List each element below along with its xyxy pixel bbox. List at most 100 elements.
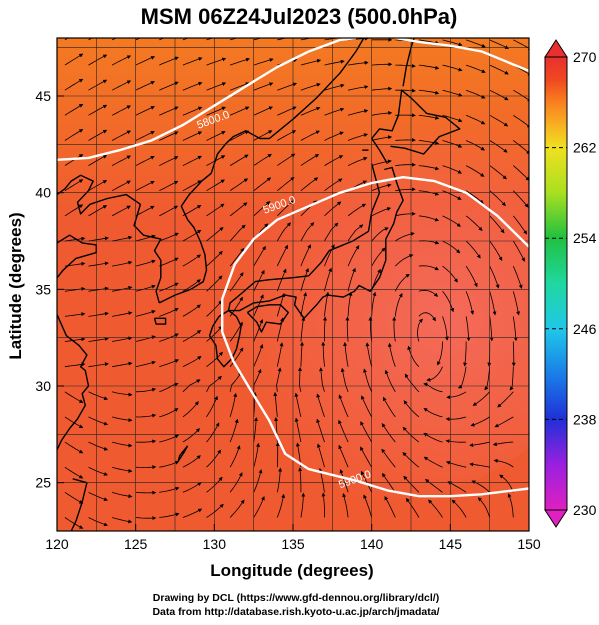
streamline <box>182 304 201 317</box>
streamline <box>300 292 307 317</box>
streamline <box>253 496 265 518</box>
streamline <box>513 165 529 181</box>
streamline <box>347 109 369 116</box>
streamline <box>489 89 509 101</box>
streamline <box>300 154 320 166</box>
streamline <box>324 107 345 116</box>
streamline <box>423 407 443 418</box>
streamline <box>253 153 272 166</box>
streamline <box>111 205 131 217</box>
streamline <box>407 345 420 367</box>
streamline <box>489 240 503 262</box>
streamline <box>382 472 396 493</box>
streamline <box>348 85 369 91</box>
streamline <box>512 291 521 316</box>
streamline <box>253 82 274 91</box>
streamline <box>465 89 486 99</box>
streamline <box>489 165 507 180</box>
streamline <box>229 418 239 443</box>
streamline <box>206 203 225 217</box>
streamline <box>338 419 349 443</box>
streamline <box>395 88 416 93</box>
streamline <box>88 517 108 527</box>
streamline <box>229 371 242 392</box>
colorbar-tick-label: 246 <box>573 321 597 337</box>
streamline <box>447 481 467 493</box>
y-tick-label: 40 <box>35 185 51 201</box>
streamline <box>182 379 201 393</box>
streamline <box>418 140 440 145</box>
streamline <box>253 442 261 468</box>
streamline <box>229 445 241 468</box>
contour-line <box>395 38 529 73</box>
streamline <box>135 360 156 368</box>
streamline <box>371 159 392 166</box>
streamline <box>489 114 509 127</box>
streamline <box>484 366 491 391</box>
streamline <box>135 106 155 116</box>
streamline <box>300 130 320 141</box>
streamline <box>442 39 463 47</box>
streamline <box>111 155 132 166</box>
streamline <box>465 291 475 315</box>
streamline <box>494 416 514 428</box>
streamline <box>135 56 156 66</box>
streamline <box>64 391 84 403</box>
streamline <box>451 499 467 518</box>
streamline <box>445 460 467 468</box>
streamline <box>135 439 157 444</box>
streamline <box>135 156 155 166</box>
streamline <box>418 114 440 120</box>
streamline <box>418 165 440 171</box>
streamline <box>492 441 514 447</box>
streamline <box>273 391 278 417</box>
streamline <box>316 418 325 443</box>
streamline <box>112 336 133 342</box>
streamline <box>229 178 249 192</box>
streamline <box>182 81 203 91</box>
streamline <box>135 335 156 342</box>
streamline <box>324 155 344 166</box>
streamline <box>88 79 108 91</box>
streamline <box>229 224 246 242</box>
streamline <box>159 512 180 518</box>
streamline <box>229 154 249 166</box>
coastline-segment <box>57 174 162 304</box>
streamline <box>347 291 353 317</box>
streamline <box>135 131 155 141</box>
streamline <box>253 469 263 493</box>
streamline <box>465 140 485 151</box>
streamline <box>294 417 302 443</box>
streamline <box>88 416 109 426</box>
streamline <box>111 491 133 499</box>
streamline <box>88 129 108 141</box>
streamline <box>300 58 322 66</box>
streamline <box>88 104 108 116</box>
streamline <box>383 396 396 418</box>
streamline <box>159 486 180 493</box>
streamline <box>442 114 463 123</box>
streamline <box>465 240 481 259</box>
streamline <box>206 422 220 443</box>
streamline <box>489 140 508 153</box>
streamline <box>371 207 392 217</box>
streamline <box>206 449 222 468</box>
streamline <box>206 179 225 192</box>
streamline <box>300 244 311 267</box>
streamline <box>229 499 245 518</box>
streamline <box>159 156 179 166</box>
x-tick-label: 140 <box>360 536 384 552</box>
streamline <box>253 58 274 66</box>
streamline <box>277 38 298 41</box>
streamline <box>88 466 108 476</box>
contour-line <box>57 38 357 161</box>
streamline <box>135 413 157 418</box>
streamline <box>442 165 463 174</box>
streamline <box>300 177 319 192</box>
streamline <box>64 337 86 342</box>
streamline <box>347 267 356 292</box>
streamline <box>111 180 131 192</box>
streamline <box>276 222 291 242</box>
coastline-segment <box>177 445 189 463</box>
streamline <box>424 479 443 493</box>
